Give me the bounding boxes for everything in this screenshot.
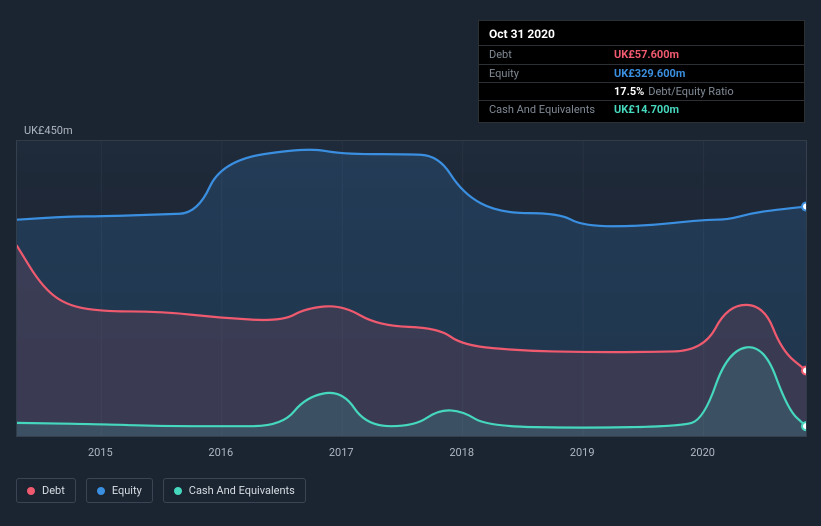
tooltip-row-cash: Cash And Equivalents UK£14.700m [479, 100, 804, 118]
legend: Debt Equity Cash And Equivalents [16, 478, 306, 503]
tooltip-value-debt: UK£57.600m [614, 48, 679, 61]
legend-item-debt[interactable]: Debt [16, 478, 76, 503]
x-tick-label: 2018 [449, 446, 474, 459]
x-axis: 2015 2016 2017 2018 2019 2020 [16, 446, 805, 462]
legend-label: Cash And Equivalents [189, 484, 295, 497]
line-chart[interactable] [16, 140, 807, 437]
chart-tooltip: Oct 31 2020 Debt UK£57.600m Equity UK£32… [478, 20, 805, 123]
circle-icon [27, 487, 35, 495]
circle-icon [97, 487, 105, 495]
legend-label: Debt [42, 484, 65, 497]
tooltip-label: Equity [489, 67, 614, 80]
x-tick-label: 2019 [570, 446, 595, 459]
tooltip-label: Debt [489, 48, 614, 61]
legend-item-equity[interactable]: Equity [86, 478, 153, 503]
tooltip-row-debt: Debt UK£57.600m [479, 45, 804, 63]
tooltip-value-cash: UK£14.700m [614, 103, 679, 116]
circle-icon [174, 487, 182, 495]
tooltip-label [489, 85, 614, 98]
x-tick-label: 2017 [329, 446, 354, 459]
legend-label: Equity [112, 484, 142, 497]
tooltip-row-ratio: 17.5%Debt/Equity Ratio [479, 82, 804, 100]
y-axis-max: UK£450m [24, 124, 73, 137]
x-tick-label: 2016 [208, 446, 233, 459]
legend-item-cash[interactable]: Cash And Equivalents [163, 478, 306, 503]
x-tick-label: 2020 [690, 446, 715, 459]
tooltip-label: Cash And Equivalents [489, 103, 614, 116]
tooltip-value-equity: UK£329.600m [614, 67, 685, 80]
x-tick-label: 2015 [88, 446, 113, 459]
tooltip-value-ratio: 17.5%Debt/Equity Ratio [614, 85, 734, 98]
tooltip-date: Oct 31 2020 [479, 21, 804, 45]
chart-container: Oct 31 2020 Debt UK£57.600m Equity UK£32… [0, 0, 821, 526]
tooltip-row-equity: Equity UK£329.600m [479, 64, 804, 82]
